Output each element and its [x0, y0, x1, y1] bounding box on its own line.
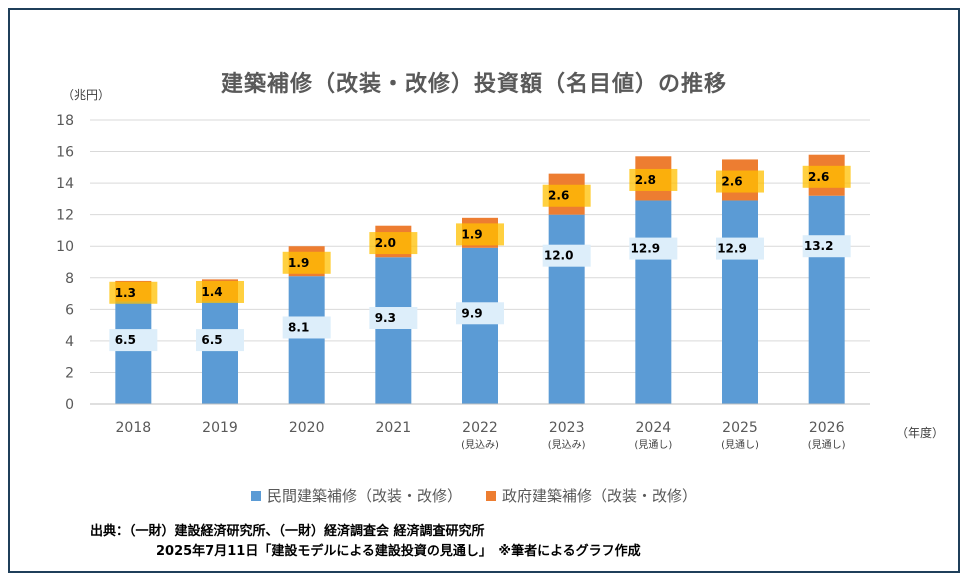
x-tick-note-2025: (見通し) — [721, 439, 759, 451]
x-tick-note-2024: (見通し) — [634, 439, 672, 451]
data-label-box-private-2022 — [456, 302, 504, 325]
data-label-box-public-2026 — [802, 165, 851, 188]
data-label-private-2020: 8.1 — [288, 320, 309, 334]
bar-private-2018 — [115, 301, 152, 404]
x-tick-label-2021: 2021 — [376, 420, 412, 436]
source-line-2: 2025年7月11日「建設モデルによる建設投資の見通し」 ※筆者によるグラフ作成 — [156, 544, 641, 559]
x-tick-label-2022: 2022 — [462, 420, 498, 436]
chart-title: 建築補修（改装・改修）投資額（名目値）の推移 — [220, 72, 727, 97]
y-tick-label-6: 6 — [65, 302, 74, 318]
data-label-private-2025: 12.9 — [717, 242, 747, 256]
data-label-box-private-2024 — [629, 237, 678, 260]
data-label-box-public-2024 — [629, 168, 678, 191]
bar-private-2025 — [722, 200, 758, 404]
data-label-box-public-2018 — [109, 281, 158, 304]
y-tick-label-4: 4 — [65, 334, 74, 350]
x-tick-label-2019: 2019 — [202, 420, 238, 436]
data-label-box-private-2023 — [542, 244, 591, 267]
data-label-box-public-2025 — [716, 170, 764, 193]
legend-label-private: 民間建築補修（改装・改修） — [266, 487, 462, 505]
bar-private-2019 — [202, 301, 238, 404]
y-tick-label-18: 18 — [56, 113, 74, 129]
y-tick-label-0: 0 — [65, 397, 74, 413]
bar-chart: 0 2 4 6 8 10 12 14 16 18 6.5 1.3 2018 6.5 1.4 2019 8.1 1.… — [56, 113, 870, 451]
legend-swatch-private — [250, 490, 261, 501]
bar-private-2026 — [808, 195, 845, 404]
legend-item-private: 民間建築補修（改装・改修） — [250, 485, 462, 506]
data-label-public-2024: 2.8 — [635, 173, 656, 187]
data-label-box-public-2020 — [282, 251, 331, 274]
x-tick-note-2022: (見込み) — [461, 439, 499, 451]
data-label-box-private-2018 — [109, 329, 158, 352]
bar-private-2020 — [288, 276, 325, 404]
data-label-private-2026: 13.2 — [804, 239, 834, 253]
data-label-box-private-2020 — [282, 316, 331, 339]
data-label-box-public-2022 — [456, 223, 504, 246]
chart-frame: 建築補修（改装・改修）投資額（名目値）の推移 （兆円） （年度） 0 2 4 6 8 10… — [8, 8, 960, 573]
data-label-public-2021: 2.0 — [375, 236, 396, 250]
y-tick-label-14: 14 — [56, 176, 74, 192]
data-label-private-2019: 6.5 — [201, 333, 222, 347]
bar-private-2021 — [375, 257, 412, 404]
y-tick-label-2: 2 — [65, 365, 74, 381]
legend-item-public: 政府建築補修（改装・改修） — [486, 485, 697, 506]
data-label-public-2019: 1.4 — [201, 285, 222, 299]
data-label-private-2021: 9.3 — [375, 311, 396, 325]
data-label-public-2023: 2.6 — [548, 189, 569, 203]
legend: 民間建築補修（改装・改修） 政府建築補修（改装・改修） — [10, 485, 938, 506]
y-tick-label-16: 16 — [56, 145, 74, 161]
data-label-public-2026: 2.6 — [808, 170, 829, 184]
bar-private-2022 — [462, 247, 498, 404]
data-label-box-public-2019 — [196, 280, 244, 303]
y-tick-label-10: 10 — [56, 239, 74, 255]
data-label-box-private-2021 — [369, 307, 418, 330]
x-tick-label-2025: 2025 — [722, 420, 758, 436]
y-tick-label-8: 8 — [65, 271, 74, 287]
x-tick-label-2026: 2026 — [809, 420, 845, 436]
data-label-private-2022: 9.9 — [461, 306, 482, 320]
data-label-box-private-2019 — [196, 329, 244, 352]
data-label-private-2018: 6.5 — [115, 333, 136, 347]
x-tick-note-2026: (見通し) — [808, 439, 846, 451]
legend-swatch-public — [486, 490, 496, 501]
x-axis-unit: （年度） — [896, 426, 945, 440]
x-tick-label-2020: 2020 — [289, 420, 325, 436]
data-label-box-private-2025 — [716, 237, 764, 260]
data-label-box-public-2023 — [542, 184, 591, 207]
data-label-box-public-2021 — [369, 232, 418, 255]
data-label-private-2023: 12.0 — [544, 249, 574, 263]
legend-label-public: 政府建築補修（改装・改修） — [502, 487, 698, 505]
data-label-public-2020: 1.9 — [288, 256, 309, 270]
x-tick-note-2023: (見込み) — [548, 439, 586, 451]
data-label-public-2018: 1.3 — [115, 286, 136, 300]
data-label-public-2025: 2.6 — [721, 175, 742, 189]
x-tick-label-2018: 2018 — [116, 420, 152, 436]
source-line-1: 出典：（一財）建設経済研究所、（一財）経済調査会 経済調査研究所 — [90, 524, 485, 539]
data-label-box-private-2026 — [802, 235, 851, 258]
bar-private-2024 — [635, 200, 672, 404]
x-tick-label-2024: 2024 — [636, 420, 672, 436]
bar-private-2023 — [548, 214, 585, 404]
data-label-private-2024: 12.9 — [631, 242, 661, 256]
x-tick-label-2023: 2023 — [549, 420, 585, 436]
y-axis-unit: （兆円） — [62, 88, 111, 102]
y-tick-label-12: 12 — [56, 208, 74, 224]
data-label-public-2022: 1.9 — [461, 227, 482, 241]
